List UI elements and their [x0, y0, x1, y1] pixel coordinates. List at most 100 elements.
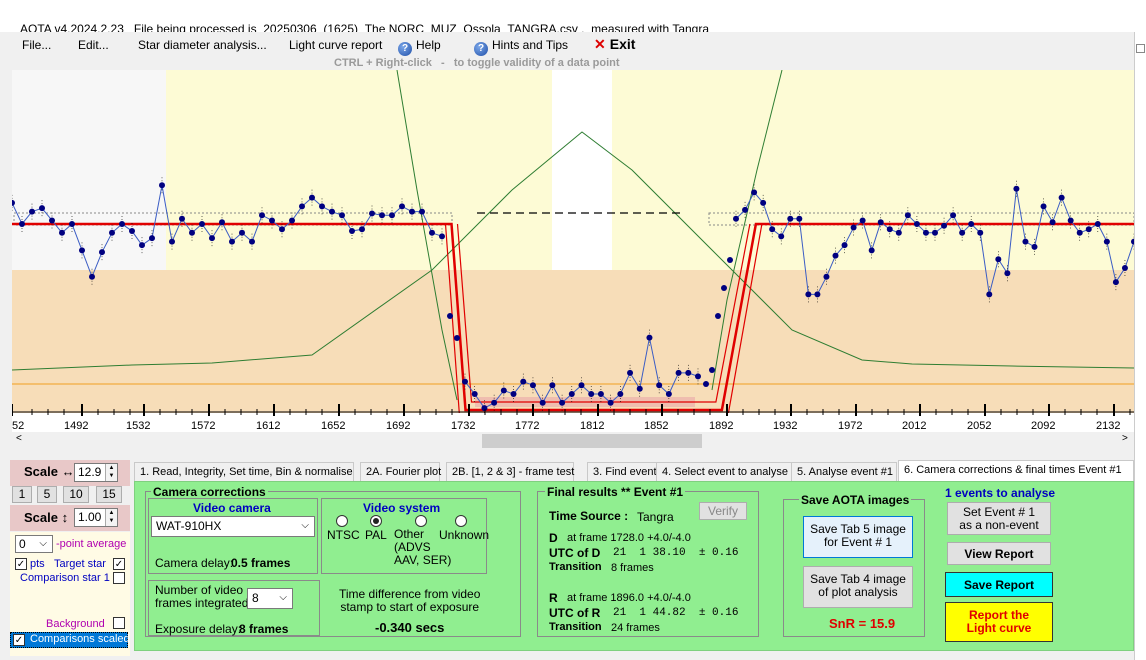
data-point[interactable]: [1076, 229, 1083, 236]
light-curve-chart[interactable]: 52 1492 1532 1572 1612 1652 1692 1732 1772 1812 18…: [12, 70, 1134, 432]
data-point[interactable]: [733, 215, 739, 222]
data-point[interactable]: [922, 229, 929, 236]
data-point[interactable]: [656, 382, 663, 389]
data-point[interactable]: [950, 212, 957, 219]
data-point[interactable]: [832, 252, 839, 259]
data-point[interactable]: [359, 226, 365, 233]
tab-frame-test[interactable]: 2B. [1, 2 & 3] - frame test: [446, 462, 574, 481]
data-point[interactable]: [59, 229, 65, 236]
data-point[interactable]: [823, 273, 830, 280]
zoom-button-15[interactable]: 15: [96, 486, 122, 503]
zoom-button-5[interactable]: 5: [37, 486, 57, 503]
data-point[interactable]: [751, 189, 758, 196]
data-point[interactable]: [805, 291, 812, 298]
menu-edit[interactable]: Edit...: [78, 38, 109, 52]
data-point[interactable]: [159, 182, 165, 189]
frames-integrated-select[interactable]: 8 ⌵: [247, 588, 293, 609]
data-point[interactable]: [99, 249, 105, 256]
data-point[interactable]: [721, 285, 727, 291]
data-point[interactable]: [646, 334, 653, 341]
radio-pal[interactable]: [370, 515, 382, 527]
data-point[interactable]: [1049, 219, 1056, 226]
comparisons-scaled-row[interactable]: [10, 632, 128, 648]
data-point[interactable]: [39, 205, 45, 212]
tab-read[interactable]: 1. Read, Integrity, Set time, Bin & norm…: [134, 462, 354, 481]
data-point[interactable]: [199, 221, 205, 227]
data-point[interactable]: [559, 399, 566, 406]
radio-other[interactable]: [415, 515, 427, 527]
data-point[interactable]: [941, 222, 948, 229]
spinner-arrows-icon[interactable]: ▲ ▼: [105, 509, 117, 526]
data-point[interactable]: [859, 217, 866, 224]
data-point[interactable]: [510, 391, 517, 397]
data-point[interactable]: [79, 247, 85, 254]
data-point[interactable]: [778, 233, 785, 240]
data-point[interactable]: [339, 212, 345, 219]
data-point[interactable]: [1085, 226, 1092, 233]
data-point[interactable]: [1022, 238, 1029, 245]
data-point[interactable]: [841, 242, 848, 249]
menu-hints[interactable]: ? Hints and Tips: [474, 38, 568, 56]
data-point[interactable]: [895, 229, 902, 236]
data-point[interactable]: [1094, 221, 1101, 227]
data-point[interactable]: [169, 238, 175, 245]
horizontal-scrollbar[interactable]: < >: [12, 432, 1134, 450]
data-point[interactable]: [219, 219, 225, 226]
data-point[interactable]: [868, 247, 875, 254]
data-point[interactable]: [1031, 243, 1038, 250]
save-report-button[interactable]: Save Report: [945, 572, 1053, 597]
data-point[interactable]: [429, 229, 435, 236]
data-point[interactable]: [239, 229, 245, 236]
save-tab4-button[interactable]: Save Tab 4 image of plot analysis: [803, 566, 913, 608]
data-point[interactable]: [769, 226, 776, 233]
set-non-event-button[interactable]: Set Event # 1 as a non-event: [947, 502, 1051, 535]
data-point[interactable]: [796, 215, 803, 222]
data-point[interactable]: [727, 257, 733, 263]
data-point[interactable]: [539, 399, 546, 406]
data-point[interactable]: [299, 203, 305, 210]
data-point[interactable]: [1004, 270, 1011, 277]
zoom-button-1[interactable]: 1: [12, 486, 32, 503]
point-average-select[interactable]: 0 ⌵: [15, 535, 53, 553]
data-point[interactable]: [89, 273, 95, 280]
data-point[interactable]: [69, 221, 75, 227]
data-point[interactable]: [439, 233, 445, 240]
save-tab5-button[interactable]: Save Tab 5 image for Event # 1: [803, 516, 913, 558]
data-point[interactable]: [597, 391, 604, 397]
scale-v-spinner[interactable]: 1.00 ▲ ▼: [74, 508, 118, 527]
data-point[interactable]: [319, 203, 325, 210]
data-point[interactable]: [179, 215, 185, 222]
data-point[interactable]: [399, 203, 405, 210]
data-point[interactable]: [695, 373, 701, 380]
pts-checkbox[interactable]: ✓: [15, 558, 27, 570]
data-point[interactable]: [715, 313, 721, 319]
data-point[interactable]: [627, 369, 634, 376]
tab-find-events[interactable]: 3. Find events: [587, 462, 662, 481]
data-point[interactable]: [1112, 279, 1119, 286]
data-point[interactable]: [1103, 238, 1110, 245]
data-point[interactable]: [977, 229, 984, 236]
data-point[interactable]: [309, 194, 315, 201]
data-point[interactable]: [279, 226, 285, 233]
data-point[interactable]: [389, 212, 395, 219]
data-point[interactable]: [995, 256, 1002, 263]
data-point[interactable]: [447, 313, 453, 319]
data-point[interactable]: [229, 238, 235, 245]
comparisons-scaled-checkbox[interactable]: ✓: [13, 634, 25, 646]
data-point[interactable]: [19, 221, 25, 227]
data-point[interactable]: [349, 228, 355, 235]
data-point[interactable]: [409, 208, 415, 215]
scroll-thumb[interactable]: [482, 434, 702, 448]
scroll-right-icon[interactable]: >: [1122, 433, 1128, 444]
data-point[interactable]: [1067, 217, 1074, 224]
data-point[interactable]: [500, 387, 507, 394]
data-point[interactable]: [209, 235, 215, 242]
report-light-curve-button[interactable]: Report the Light curve: [945, 602, 1053, 642]
data-point[interactable]: [959, 229, 966, 236]
data-point[interactable]: [636, 385, 643, 392]
data-point[interactable]: [369, 210, 375, 217]
data-point[interactable]: [139, 242, 145, 249]
data-point[interactable]: [520, 378, 527, 385]
data-point[interactable]: [932, 229, 938, 236]
data-point[interactable]: [665, 391, 672, 397]
